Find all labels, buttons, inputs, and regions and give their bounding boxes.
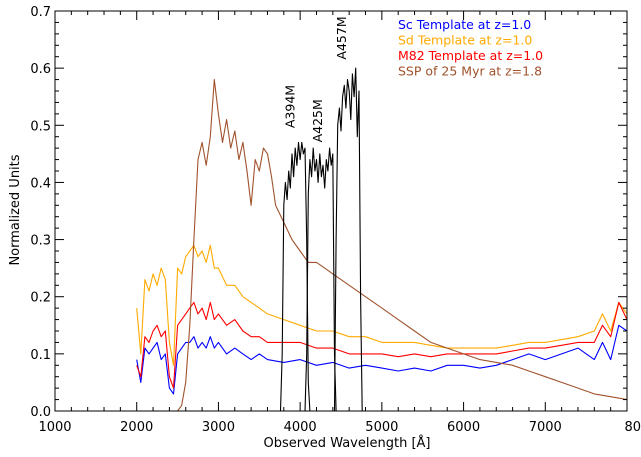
series-line-sc-template-at-z-1-0 [136, 324, 628, 395]
x-tick-label: 8000 [624, 420, 641, 435]
y-tick-label: 0.6 [30, 62, 51, 77]
series-line-a457m [333, 67, 363, 412]
annotation-a394m: A394M [282, 85, 297, 128]
x-tick-label: 5000 [365, 420, 398, 435]
legend-entry-m82-template-at-z-1-0: M82 Template at z=1.0 [398, 48, 543, 63]
y-tick-label: 0.4 [30, 176, 51, 191]
legend-entry-sd-template-at-z-1-0: Sd Template at z=1.0 [398, 33, 532, 48]
x-axis-label: Observed Wavelength [Å] [264, 435, 431, 451]
x-tick-label: 6000 [447, 420, 480, 435]
x-tick-label: 7000 [529, 420, 562, 435]
y-tick-label: 0.7 [30, 5, 51, 20]
annotation-layer: A394M A425M A457M [282, 16, 348, 142]
legend: Sc Template at z=1.0Sd Template at z=1.0… [398, 17, 543, 79]
series-line-ssp-of-25-myr-at-z-1-8 [55, 79, 628, 412]
series-line-sd-template-at-z-1-0 [136, 244, 628, 366]
legend-entry-ssp-of-25-myr-at-z-1-8: SSP of 25 Myr at z=1.8 [398, 64, 542, 79]
x-tick-label: 1000 [38, 420, 71, 435]
legend-entry-sc-template-at-z-1-0: Sc Template at z=1.0 [398, 17, 531, 32]
x-tick-label: 3000 [202, 420, 235, 435]
annotation-a425m: A425M [310, 99, 325, 142]
series-line-a425m [304, 147, 337, 412]
x-tick-label: 4000 [284, 420, 317, 435]
y-tick-label: 0.5 [30, 119, 51, 134]
y-tick-label: 0.3 [30, 234, 51, 249]
series-line-m82-template-at-z-1-0 [136, 301, 628, 389]
x-tick-label: 2000 [120, 420, 153, 435]
annotation-a457m: A457M [334, 16, 349, 59]
y-tick-label: 0.2 [30, 291, 51, 306]
plot-frame [54, 10, 628, 412]
y-tick-label: 0.1 [30, 348, 51, 363]
y-tick-label: 0.0 [30, 405, 51, 420]
axes: 1000 2000 3000 4000 5000 6000 7000 8000 0.0 0.1 0.… [30, 5, 641, 435]
y-axis-label: Normalized Units [8, 154, 23, 265]
series-line-a394m [279, 141, 311, 412]
series-layer [55, 67, 628, 412]
